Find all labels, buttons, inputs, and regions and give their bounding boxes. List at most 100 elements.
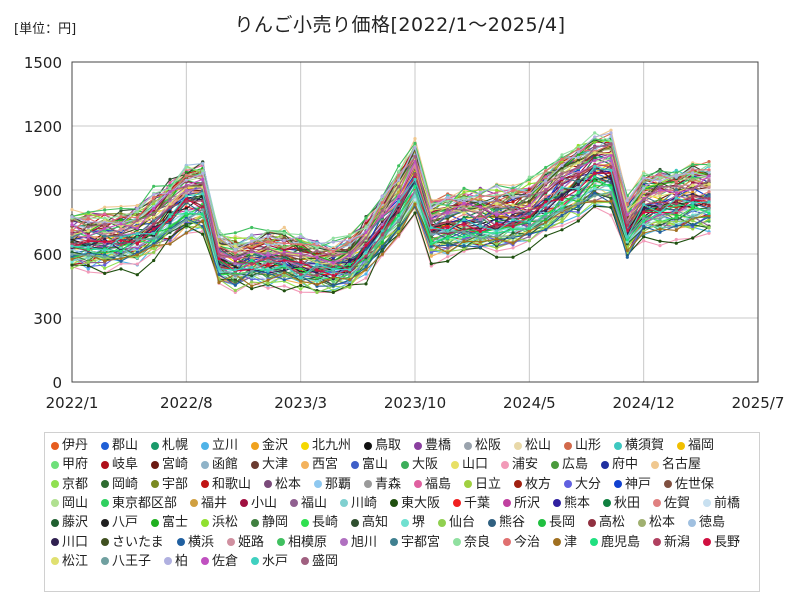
series-point [429,200,433,204]
legend-label: 浜松 [212,515,239,531]
series-point [233,248,237,252]
series-point [609,131,613,135]
series-point [593,145,597,150]
series-point [70,257,74,261]
series-point [266,262,270,266]
legend-item: 所沢 [503,494,540,513]
series-point [544,228,548,232]
series-point [707,214,711,218]
series-point [86,216,90,221]
legend-item: 宮崎 [151,455,188,474]
series-point [184,211,188,216]
legend-label: 熊谷 [499,515,526,531]
series-point [315,262,319,266]
series-point [560,193,564,197]
series-point [658,227,662,231]
series-point [217,272,221,276]
series-line [71,153,710,258]
series-point [233,257,237,261]
series-point [642,231,646,235]
series-point [658,185,662,189]
series-point [511,231,515,235]
legend-item: 北九州 [301,436,351,455]
legend-marker [101,518,109,527]
series-point [103,259,107,263]
series-point [429,232,433,236]
legend-label: 山形 [575,438,602,453]
legend-label: 堺 [412,515,426,531]
series-point [119,218,123,222]
series-point [462,222,466,226]
series-point [511,255,515,259]
series-point [168,202,172,206]
series-point [266,240,270,244]
series-point [201,177,205,181]
legend-item: 京都 [51,475,88,494]
series-point [70,208,74,212]
legend-label: 伊丹 [62,438,89,453]
series-point [674,224,678,228]
series-point [576,175,580,179]
series-point [331,270,335,274]
series-point [429,262,433,266]
series-point [495,234,499,238]
series-point [593,131,597,135]
series-point [282,278,286,282]
series-point [478,190,482,194]
series-point [576,179,580,184]
legend-item: 佐世保 [664,475,714,494]
series-point [495,237,499,241]
legend-item: 山形 [564,436,601,455]
series-point [511,234,515,238]
series-point [560,176,564,180]
legend-marker [51,518,59,527]
series-point [462,239,466,243]
legend-label: 佐倉 [212,553,239,569]
legend-item: 札幌 [151,436,188,455]
series-point [315,241,319,246]
series-point [642,203,646,207]
series-point [184,188,188,193]
legend-item: 川口 [51,533,88,552]
series-point [103,227,107,231]
legend-item: 東大阪 [390,494,440,513]
series-point [397,233,401,237]
series-point [462,235,466,239]
legend-marker [553,538,561,546]
series-point [446,251,450,255]
series-point [707,168,711,172]
series-point [560,228,564,232]
series-line [71,176,710,276]
series-point [168,187,172,191]
series-point [201,161,205,166]
series-point [511,192,515,196]
series-point [364,216,368,220]
legend-marker [51,480,59,489]
series-point [413,137,417,141]
series-point [527,226,531,231]
legend-item: 佐賀 [653,494,690,513]
series-point [642,210,646,215]
series-point [119,239,123,243]
legend-item: 日立 [464,475,501,494]
series-point [593,200,597,204]
y-tick-label: 600 [33,246,62,264]
series-point [462,217,466,222]
x-tick-label: 2024/12 [613,394,675,412]
legend-item: 長野 [703,533,740,552]
series-point [674,175,678,179]
legend-marker [401,460,409,469]
series-point [103,237,107,241]
legend-marker [614,480,622,489]
series-point [446,255,450,259]
legend-item: 西宮 [301,455,338,474]
series-point [707,190,711,194]
series-point [233,274,237,278]
legend-label: 小山 [251,495,278,511]
legend-label: 姫路 [238,534,265,550]
series-point [364,247,368,251]
x-tick-label: 2024/5 [503,394,556,412]
series-point [135,207,139,211]
series-point [233,231,237,235]
series-81 [70,131,711,252]
